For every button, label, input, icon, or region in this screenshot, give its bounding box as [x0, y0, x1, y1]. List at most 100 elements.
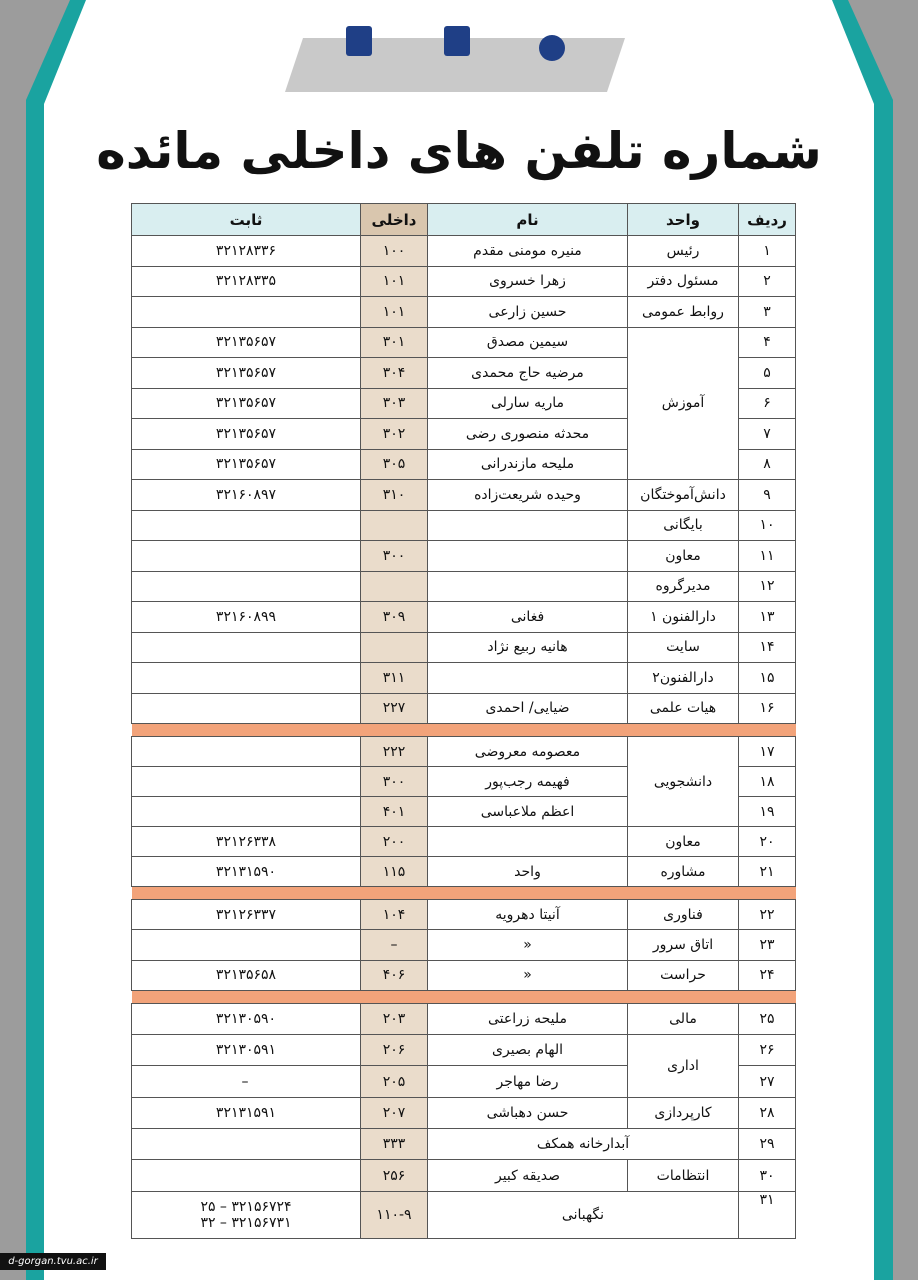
extension-cell [360, 631, 428, 663]
row-number-cell: ۱۸ [738, 766, 796, 797]
row-number-cell: ۲۷ [738, 1065, 796, 1098]
phone-cell [131, 929, 361, 961]
separator-cell [131, 989, 796, 1004]
table-row: ۱۴ سایت هانیه ربیع نژاد [131, 631, 796, 663]
name-cell: نگهبانی [427, 1190, 739, 1239]
extension-cell: ۲۰۶ [360, 1034, 428, 1067]
extension-cell: ۳۳۳ [360, 1128, 428, 1161]
extension-cell: ۱۰۰ [360, 235, 428, 267]
separator [131, 989, 796, 1004]
extension-cell: ۳۰۵ [360, 448, 428, 480]
row-number-cell: ۴ [738, 326, 796, 358]
unit-cell: مالی [627, 1002, 739, 1036]
phone-cell: ۳۲۱۳۵۶۵۷ [131, 387, 361, 419]
table-row: ۶ ماریه سارلی ۳۰۳ ۳۲۱۳۵۶۵۷ [131, 387, 796, 419]
phone-cell [131, 692, 361, 724]
phone-cell: ۳۲۱۳۰۵۹۱ [131, 1034, 361, 1067]
unit-cell: کارپردازی [627, 1096, 739, 1130]
phone-cell: ۳۲۱۳۵۶۵۷ [131, 357, 361, 389]
unit-cell: اداری [627, 1034, 739, 1098]
row-number-cell: ۱۵ [738, 662, 796, 694]
unit-cell: دارالفنون ۱ [627, 601, 739, 633]
logo-emblem [346, 26, 372, 56]
table-row: ۱۵ دارالفنون۲ ۳۱۱ [131, 662, 796, 694]
table-row: ۲۹ آبدارخانه همکف ۳۳۳ [131, 1128, 796, 1161]
table-row: ۳۱ نگهبانی ۱۱۰-۹ ۳۲۱۵۶۷۲۴ – ۲۵ ۳۲۱۵۶۷۳۱ – ۳۲ [131, 1190, 796, 1239]
table-row: ۴ آموزش سیمین مصدق ۳۰۱ ۳۲۱۳۵۶۵۷ [131, 326, 796, 480]
header-cell: داخلی [360, 203, 428, 236]
name-cell: واحد [427, 856, 628, 887]
phone-cell [131, 1159, 361, 1192]
name-cell [427, 826, 628, 857]
name-cell [427, 509, 628, 541]
phone-cell: ۳۲۱۲۶۳۳۷ [131, 898, 361, 931]
table-row: ۱ رئیس منیره مومنی مقدم ۱۰۰ ۳۲۱۲۸۳۳۶ [131, 235, 796, 267]
unit-cell: دارالفنون۲ [627, 662, 739, 694]
extension-cell: ۲۰۰ [360, 826, 428, 857]
row-number-cell: ۲۱ [738, 856, 796, 887]
table-row: ۲ مسئول دفتر زهرا خسروی ۱۰۱ ۳۲۱۲۸۳۳۵ [131, 265, 796, 297]
extension-cell: ۲۲۷ [360, 692, 428, 724]
phone-cell: ۳۲۱۲۸۳۳۶ [131, 235, 361, 267]
table-row: ۱۱ معاون ۳۰۰ [131, 540, 796, 572]
row-number-cell: ۷ [738, 418, 796, 450]
extension-cell: ۱۱۵ [360, 856, 428, 887]
footer: d-gorgan.tvu.ac.ir [0, 1253, 106, 1270]
table-row: ۲۱ مشاوره واحد ۱۱۵ ۳۲۱۳۱۵۹۰ [131, 856, 796, 887]
table-row: ۲۷ رضا مهاجر ۲۰۵– [131, 1065, 796, 1098]
unit-cell: مشاوره [627, 856, 739, 887]
phone-cell: ۳۲۱۲۸۳۳۵ [131, 265, 361, 297]
name-cell: « [427, 959, 628, 991]
name-cell [427, 540, 628, 572]
table-row: ۲۸ کارپردازی حسن دهباشی ۲۰۷ ۳۲۱۳۱۵۹۱ [131, 1096, 796, 1130]
phone-cell: ۳۲۱۳۵۶۵۸ [131, 959, 361, 991]
name-cell: ملیحه مازندرانی [427, 448, 628, 480]
separator [131, 723, 796, 737]
phone-table: ردیف واحد نام داخلی ثابت ۱ رئیس منیره مومنی مق… [131, 203, 796, 1239]
name-cell: هانیه ربیع نژاد [427, 631, 628, 663]
table-row: ۲۵ مالی ملیحه زراعتی ۲۰۳ ۳۲۱۳۰۵۹۰ [131, 1002, 796, 1036]
row-number-cell: ۲۴ [738, 959, 796, 991]
unit-cell: مدیرگروه [627, 570, 739, 602]
unit-cell: هیات علمی [627, 692, 739, 724]
row-number-cell: ۱ [738, 235, 796, 267]
separator-cell [131, 723, 796, 737]
row-number-cell: ۲۶ [738, 1034, 796, 1067]
extension-cell: ۲۲۲ [360, 736, 428, 767]
phone-cell [131, 540, 361, 572]
extension-cell: ۳۰۴ [360, 357, 428, 389]
unit-cell: انتظامات [627, 1159, 739, 1192]
row-number-cell: ۱۳ [738, 601, 796, 633]
name-cell: آنیتا دهرویه [427, 898, 628, 931]
table-row: ۲۰ معاون ۲۰۰ ۳۲۱۲۶۳۳۸ [131, 826, 796, 857]
extension-cell: ۱۱۰-۹ [360, 1190, 428, 1239]
unit-cell: دانشجویی [627, 736, 739, 827]
row-number-cell: ۱۴ [738, 631, 796, 663]
phone-cell [131, 509, 361, 541]
name-cell: ضیایی/ احمدی [427, 692, 628, 724]
name-cell [427, 570, 628, 602]
title: شماره تلفن های داخلی مائده [96, 122, 822, 180]
table-row: ۵ مرضیه حاج محمدی ۳۰۴ ۳۲۱۳۵۶۵۷ [131, 357, 796, 389]
logo-emblem [539, 35, 565, 61]
name-cell: حسین زارعی [427, 296, 628, 328]
name-cell: سیمین مصدق [427, 326, 628, 358]
name-cell: محدثه منصوری رضی [427, 418, 628, 450]
row-number-cell: ۳۱ [738, 1190, 796, 1239]
extension-cell [360, 509, 428, 541]
phone-cell: ۳۲۱۶۰۸۹۹ [131, 601, 361, 633]
extension-cell: ۳۰۰ [360, 540, 428, 572]
unit-cell: معاون [627, 826, 739, 857]
table-row: ۸ ملیحه مازندرانی ۳۰۵ ۳۲۱۳۵۶۵۷ [131, 448, 796, 480]
row-number-cell: ۱۷ [738, 736, 796, 767]
phone-cell: – [131, 1065, 361, 1098]
name-cell: صدیقه کبیر [427, 1159, 628, 1192]
table-row: ۱۲ مدیرگروه [131, 570, 796, 602]
name-cell: اعظم ملاعباسی [427, 796, 628, 827]
table-row: ۱۳ دارالفنون ۱ فغانی ۳۰۹ ۳۲۱۶۰۸۹۹ [131, 601, 796, 633]
table-row: ۱۷ دانشجویی معصومه معروضی ۲۲۲ [131, 736, 796, 827]
unit-cell: بایگانی [627, 509, 739, 541]
name-cell: معصومه معروضی [427, 736, 628, 767]
name-cell: ماریه سارلی [427, 387, 628, 419]
separator [131, 886, 796, 900]
